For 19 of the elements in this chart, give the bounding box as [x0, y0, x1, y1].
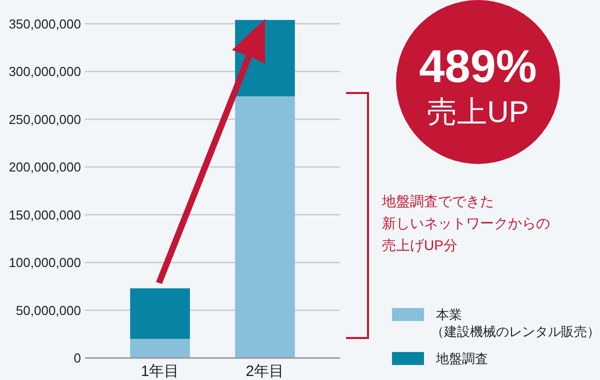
- legend-label: 本業（建設機械のレンタル販売）: [431, 307, 600, 339]
- text: 489%: [419, 40, 537, 92]
- y-tick-label: 250,000,000: [8, 112, 81, 127]
- text: 売上げUP分: [382, 237, 458, 253]
- x-tick-label: 2年目: [246, 363, 284, 380]
- y-tick-label: 50,000,000: [16, 302, 81, 318]
- text: 地盤調査でできた: [381, 193, 494, 209]
- text: 新しいネットワークからの: [382, 215, 550, 231]
- y-tick-label: 350,000,000: [8, 16, 81, 32]
- y-tick-label: 300,000,000: [8, 64, 81, 80]
- x-tick-label: 1年目: [140, 363, 180, 380]
- text: 売上UP: [427, 96, 529, 129]
- legend-label: 地盤調査: [435, 351, 488, 366]
- y-tick-label: 150,000,000: [8, 207, 81, 222]
- y-tick-label: 200,000,000: [8, 160, 81, 175]
- bar: [130, 338, 190, 358]
- y-tick-label: 0: [74, 350, 81, 366]
- y-tick-label: 100,000,000: [8, 255, 81, 270]
- bar: [130, 288, 190, 339]
